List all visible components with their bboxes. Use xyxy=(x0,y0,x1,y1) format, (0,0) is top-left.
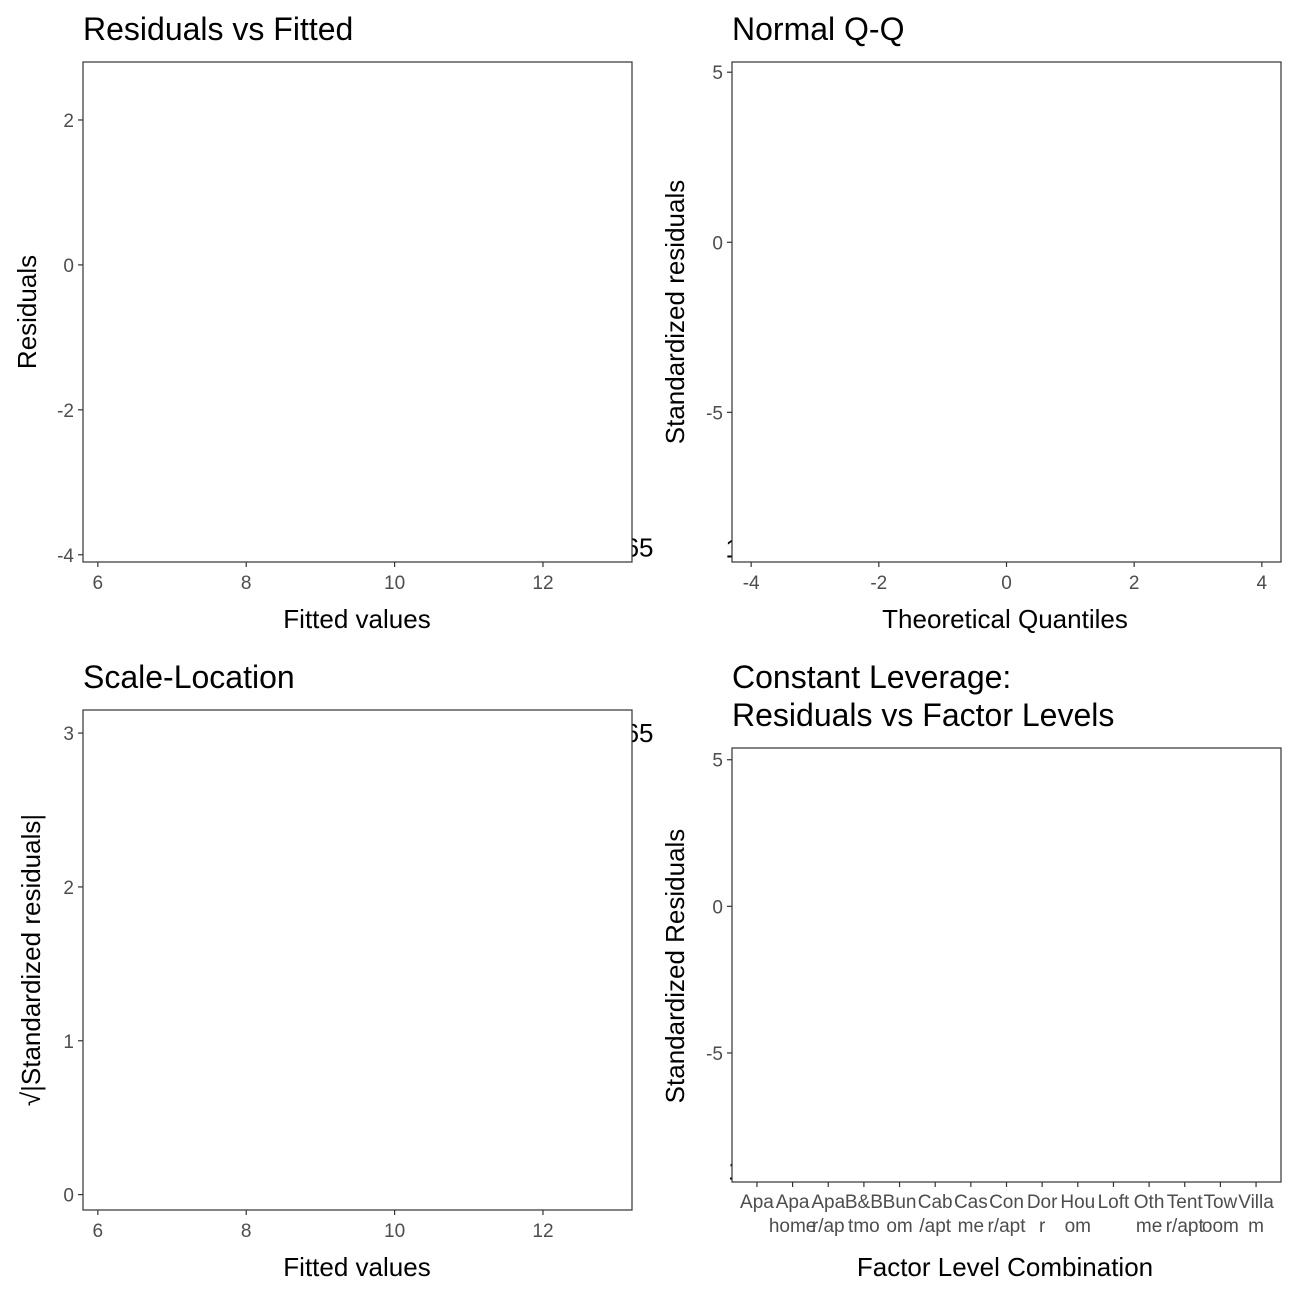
cl-xtick-label-line2: r/apt xyxy=(987,1216,1026,1237)
rvf-ytick-label: -2 xyxy=(57,401,74,422)
rvf-ytick-label: 2 xyxy=(63,111,74,132)
cl-ylabel: Standardized Residuals xyxy=(660,829,690,1104)
cl-xtick-label-line2: r/ap xyxy=(812,1216,845,1237)
cl-xtick-label-line2: me xyxy=(1136,1216,1162,1237)
cl-ytick-label: -5 xyxy=(706,1044,723,1065)
cl-title: Constant Leverage: xyxy=(732,659,1011,695)
cl-xtick-label-line2: r/apt xyxy=(1166,1216,1205,1237)
rvf-xlabel: Fitted values xyxy=(283,604,430,634)
cl-xtick-label-line2: r xyxy=(1039,1216,1046,1237)
cl-xtick-label: Oth xyxy=(1134,1192,1165,1213)
sl-xlabel: Fitted values xyxy=(283,1252,430,1282)
cl-xtick-label-line2: me xyxy=(958,1216,984,1237)
sl-panel-border xyxy=(82,709,633,1211)
rvf-title: Residuals vs Fitted xyxy=(83,11,353,47)
sl-ytick-label: 1 xyxy=(63,1032,74,1053)
sl-xtick-label: 8 xyxy=(241,1221,252,1242)
qq-xlabel: Theoretical Quantiles xyxy=(882,604,1128,634)
cl-panel-border xyxy=(731,747,1282,1183)
qq-ytick-label: -5 xyxy=(706,403,723,424)
cl-xtick-label: Apa xyxy=(776,1192,810,1213)
cl-xtick-label: Hou xyxy=(1060,1192,1095,1213)
cl-xtick-label: Villa xyxy=(1238,1192,1274,1213)
rvf-ytick-label: -4 xyxy=(57,546,74,567)
rvf-xtick-label: 10 xyxy=(384,573,405,594)
cl-xtick-label-line2: om xyxy=(1065,1216,1091,1237)
constant-leverage-panel: Constant Leverage: Residuals vs Factor L… xyxy=(660,659,1282,1282)
rvf-xtick-label: 8 xyxy=(241,573,252,594)
cl-xtick-label: Con xyxy=(989,1192,1024,1213)
cl-xtick-label: Bun xyxy=(883,1192,917,1213)
sl-xtick-label: 6 xyxy=(93,1221,104,1242)
cl-xtick-label: B&B xyxy=(845,1192,883,1213)
rvf-panel-border xyxy=(82,61,633,563)
sl-xtick-label: 10 xyxy=(384,1221,405,1242)
qq-panel-border xyxy=(731,61,1282,563)
cl-ytick-label: 5 xyxy=(712,751,723,772)
cl-xlabel: Factor Level Combination xyxy=(857,1252,1153,1282)
cl-xtick-label-line2: home xyxy=(769,1216,817,1237)
sl-title: Scale-Location xyxy=(83,659,295,695)
cl-xtick-label-line2: oom xyxy=(1202,1216,1239,1237)
residuals-vs-fitted-panel: Residuals vs Fitted Fitted values Residu… xyxy=(12,11,654,634)
sl-ylabel: √|Standardized residuals| xyxy=(16,814,46,1106)
cl-xtick-label: Cab xyxy=(918,1192,953,1213)
cl-xtick-label-line2: /apt xyxy=(919,1216,951,1237)
sl-ytick-label: 0 xyxy=(63,1186,74,1207)
scale-location-panel: Scale-Location Fitted values √|Standardi… xyxy=(16,659,654,1282)
cl-xtick-label: Apa xyxy=(740,1192,774,1213)
rvf-ytick-label: 0 xyxy=(63,256,74,277)
qq-xtick-label: 2 xyxy=(1129,573,1140,594)
cl-title-line2: Residuals vs Factor Levels xyxy=(732,697,1114,733)
cl-xtick-label-line2: om xyxy=(886,1216,912,1237)
cl-xtick-label: Loft xyxy=(1098,1192,1130,1213)
qq-xtick-label: 4 xyxy=(1257,573,1268,594)
cl-ytick-label: 0 xyxy=(712,897,723,918)
sl-ytick-label: 2 xyxy=(63,878,74,899)
sl-xtick-label: 12 xyxy=(532,1221,553,1242)
qq-xtick-label: -2 xyxy=(870,573,887,594)
rvf-ylabel: Residuals xyxy=(12,255,42,369)
qq-xtick-label: -4 xyxy=(743,573,760,594)
cl-xtick-label: Dor xyxy=(1027,1192,1058,1213)
cl-xtick-label: Tow xyxy=(1203,1192,1237,1213)
normal-qq-panel: Normal Q-Q Theoretical Quantiles Standar… xyxy=(660,11,1282,634)
cl-xtick-label: Cas xyxy=(954,1192,988,1213)
qq-title: Normal Q-Q xyxy=(732,11,904,47)
qq-ytick-label: 0 xyxy=(712,233,723,254)
cl-xtick-label-line2: tmo xyxy=(848,1216,880,1237)
sl-ytick-label: 3 xyxy=(63,724,74,745)
qq-xtick-label: 0 xyxy=(1001,573,1012,594)
rvf-xtick-label: 12 xyxy=(532,573,553,594)
cl-xtick-label: Tent xyxy=(1167,1192,1204,1213)
qq-ytick-label: 5 xyxy=(712,63,723,84)
qq-ylabel: Standardized residuals xyxy=(660,180,690,445)
rvf-xtick-label: 6 xyxy=(93,573,104,594)
cl-xtick-label: Apa xyxy=(811,1192,845,1213)
cl-xtick-label-line2: m xyxy=(1248,1216,1264,1237)
